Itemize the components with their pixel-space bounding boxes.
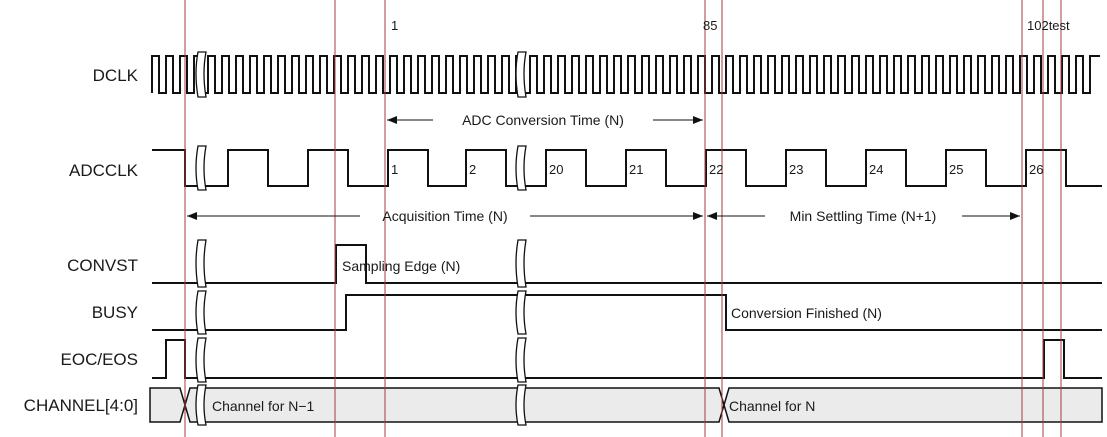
- channel-bus-prev-segment: [149, 387, 186, 423]
- signal-label-dclk: DCLK: [93, 66, 139, 85]
- break-symbol: [515, 145, 527, 191]
- busy-waveform: [152, 294, 1102, 331]
- adc-conversion-arrow: [387, 116, 703, 124]
- arrow-head: [693, 116, 703, 124]
- signal-label-eoc: EOC/EOS: [61, 350, 138, 369]
- break-symbol: [195, 290, 207, 335]
- arrow-head: [707, 212, 717, 220]
- cycle-number: 1: [391, 18, 398, 33]
- break-symbol: [515, 239, 527, 288]
- adcclk-cycle-number: 2: [469, 162, 476, 177]
- arrow-head: [387, 116, 397, 124]
- signal-label-busy: BUSY: [92, 303, 138, 322]
- break-symbol: [515, 290, 527, 335]
- settling-arrow: [707, 212, 1020, 220]
- break-symbol: [195, 384, 207, 426]
- break-symbol: [195, 337, 207, 383]
- break-symbol: [515, 51, 527, 98]
- acquisition-time-label: Acquisition Time (N): [382, 208, 507, 224]
- adcclk-waveform: [152, 149, 1102, 187]
- adcclk-cycle-number: 21: [629, 162, 643, 177]
- signal-label-convst: CONVST: [67, 256, 138, 275]
- sampling-edge-label: Sampling Edge (N): [342, 258, 460, 274]
- time-markers: [184, 0, 1062, 437]
- channel-bus-n-segment: [723, 387, 1103, 423]
- acquisition-arrow: [187, 212, 703, 220]
- break-symbol: [515, 337, 527, 383]
- adcclk-cycle-number: 23: [789, 162, 803, 177]
- adcclk-cycle-number: 25: [949, 162, 963, 177]
- signal-label-channel: CHANNEL[4:0]: [24, 396, 138, 415]
- channel-next-label: Channel for N: [729, 398, 815, 414]
- min-settling-time-label: Min Settling Time (N+1): [790, 208, 937, 224]
- signal-label-adcclk: ADCCLK: [69, 161, 139, 180]
- adcclk-cycle-number: 24: [869, 162, 883, 177]
- cycle-number: 102test: [1027, 18, 1070, 33]
- arrow-head: [187, 212, 197, 220]
- time-break-right: [515, 51, 527, 426]
- arrow-head: [693, 212, 703, 220]
- channel-prev-label: Channel for N−1: [212, 398, 315, 414]
- adc-conversion-time-label: ADC Conversion Time (N): [462, 112, 624, 128]
- arrow-head: [1010, 212, 1020, 220]
- break-symbol: [195, 51, 207, 98]
- cycle-number: 85: [703, 18, 717, 33]
- break-symbol: [195, 239, 207, 288]
- time-break-left: [195, 51, 207, 426]
- conversion-finished-label: Conversion Finished (N): [731, 305, 882, 321]
- break-symbol: [515, 384, 527, 426]
- convst-waveform: [152, 244, 1102, 284]
- adcclk-cycle-number: 22: [709, 162, 723, 177]
- adcclk-cycle-number: 26: [1029, 162, 1043, 177]
- eoc-waveform: [152, 339, 1102, 379]
- break-symbol: [195, 145, 207, 191]
- dclk-waveform: [151, 55, 1100, 94]
- adcclk-cycle-number: 20: [549, 162, 563, 177]
- adcclk-cycle-number: 1: [391, 162, 398, 177]
